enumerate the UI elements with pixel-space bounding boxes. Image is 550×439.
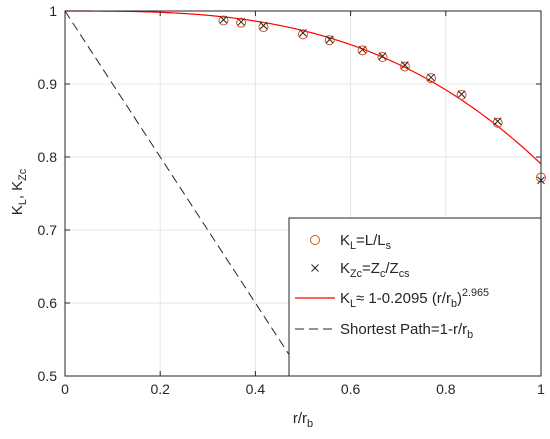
x-tick-label: 0.6: [341, 381, 361, 397]
text-part: 2.965: [462, 287, 489, 299]
kl-point: [426, 73, 437, 84]
kzc-point-stroke: [457, 90, 466, 99]
kzc-point: [378, 52, 387, 61]
kzc-point: [299, 29, 307, 37]
text-part: K: [340, 232, 350, 249]
kl-point: [324, 35, 335, 46]
legend-cross-stroke: [311, 264, 319, 272]
kl-point: [218, 15, 229, 26]
text-part: Shortest Path=1-r/r: [340, 321, 467, 338]
kl-point: [298, 29, 308, 40]
text-part: K: [9, 205, 26, 215]
text-part: ): [457, 290, 462, 307]
text-part: =L/L: [356, 232, 386, 249]
fit-curve: [65, 10, 542, 165]
legend-box: [288, 217, 542, 377]
kzc-point: [325, 35, 334, 44]
x-tick-label: 0: [61, 381, 69, 397]
kl-point: [236, 17, 247, 28]
tick-labels: 0 0.2 0.4 0.6 0.8 1 0.5 0.6 0.7 0.8 0.9 1: [38, 3, 546, 397]
text-part: cs: [399, 268, 410, 280]
data-markers: [218, 15, 546, 185]
kzc-point-stroke: [378, 52, 387, 61]
text-part: , K: [9, 181, 26, 199]
legend-label: Shortest Path=1-r/rb: [340, 321, 473, 341]
text-part: L: [17, 199, 29, 205]
text-part: b: [467, 329, 473, 341]
kzc-point-stroke: [299, 29, 307, 37]
text-part: =Z: [362, 260, 380, 277]
y-tick-label: 0.5: [38, 368, 58, 384]
text-part: K: [340, 290, 350, 307]
text-part: /Z: [385, 260, 398, 277]
legend-cross-icon: [311, 264, 319, 272]
y-tick-label: 0.8: [38, 149, 58, 165]
kzc-point: [401, 61, 409, 69]
kzc-point-stroke: [237, 18, 245, 26]
kzc-point: [493, 117, 502, 126]
grid: [64, 10, 542, 377]
shortest-path-line: [64, 10, 304, 377]
text-part: K: [340, 260, 350, 277]
y-tick-label: 1: [49, 3, 57, 19]
text-part: s: [386, 240, 392, 252]
legend-label: KL≈ 1-0.2095 (r/rb)2.965: [340, 287, 489, 310]
x-tick-label: 0.8: [436, 381, 456, 397]
kzc-point-stroke: [358, 45, 367, 54]
text-part: ≈ 1-0.2095 (r/r: [356, 290, 451, 307]
legend-circle-icon: [310, 235, 320, 245]
kzc-point: [237, 18, 245, 26]
kzc-point-stroke: [219, 15, 228, 24]
kl-point: [357, 45, 368, 56]
text-part: c: [380, 268, 386, 280]
legend-label: KZc=Zc/Zcs: [340, 260, 410, 280]
text-part: L: [350, 240, 356, 252]
kzc-point: [259, 21, 268, 30]
kl-point: [377, 51, 388, 62]
kzc-point-stroke: [259, 21, 268, 30]
kl-point: [456, 89, 467, 100]
kzc-point: [457, 90, 466, 99]
x-axis-label: r/rb: [293, 410, 313, 430]
legend-label: KL=L/Ls: [340, 232, 392, 252]
kl-point: [258, 22, 269, 33]
kzc-point-stroke: [325, 35, 334, 44]
y-tick-label: 0.6: [38, 295, 58, 311]
y-axis-label: KL, KZc: [9, 168, 29, 215]
plot-lines: [64, 10, 542, 377]
kl-point: [492, 117, 503, 128]
kzc-point: [358, 45, 367, 54]
text-part: Zc: [350, 268, 363, 280]
kzc-point-stroke: [493, 117, 502, 126]
kzc-point: [427, 73, 435, 82]
y-tick-label: 0.7: [38, 222, 58, 238]
x-tick-label: 0.4: [246, 381, 266, 397]
text-part: b: [451, 298, 457, 310]
kl-point: [399, 61, 410, 72]
kzc-point-stroke: [401, 61, 409, 69]
kzc-point: [219, 15, 228, 24]
y-tick-label: 0.9: [38, 76, 58, 92]
x-tick-label: 1: [537, 381, 545, 397]
kzc-point-stroke: [427, 73, 435, 82]
text-part: L: [350, 298, 356, 310]
text-part: Zc: [17, 168, 29, 181]
x-tick-label: 0.2: [150, 381, 170, 397]
